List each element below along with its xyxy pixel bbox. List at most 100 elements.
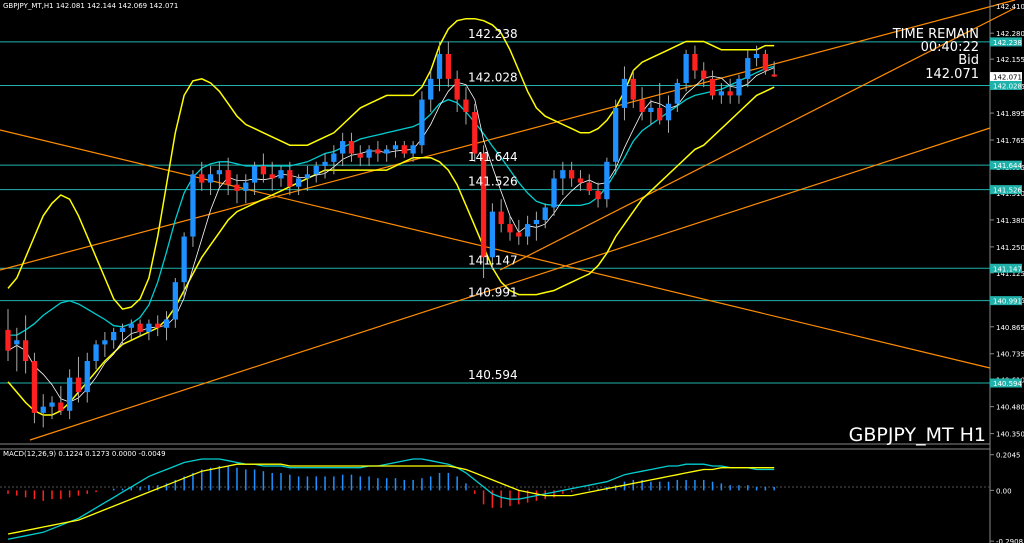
macd-axis: 0.2045 0.00 -0.2908	[990, 452, 1023, 543]
candle-body-75	[665, 103, 672, 121]
candle-body-25	[225, 170, 231, 185]
level-label-3: 141.526	[468, 175, 518, 189]
candle-body-33	[295, 178, 302, 187]
upper-channel-trendline	[0, 0, 1016, 271]
candle-body-80	[709, 78, 716, 96]
candle-body-45	[401, 145, 407, 154]
y-tick-label-15: 140.480	[996, 404, 1024, 412]
candle-body-6	[58, 402, 64, 411]
macd-signal-line	[7, 463, 775, 535]
candle-body-41	[366, 149, 372, 158]
candle-body-74	[657, 107, 663, 121]
candle-body-27	[243, 182, 249, 191]
candle-body-50	[445, 53, 451, 79]
candle-body-73	[648, 107, 654, 113]
level-label-4: 141.147	[468, 253, 518, 267]
candle-body-42	[375, 149, 381, 154]
candle-body-0	[5, 329, 11, 351]
ascending-trendline	[29, 127, 991, 441]
time-remain-value: 00:40:22	[921, 40, 979, 55]
candle-body-76	[674, 82, 680, 104]
candle-body-79	[701, 70, 707, 79]
level-label-6: 140.594	[468, 368, 518, 382]
bid-label: Bid	[958, 53, 979, 68]
candle-body-2	[22, 340, 29, 362]
candle-body-40	[357, 153, 363, 158]
price-marker-label-1: 142.071	[993, 74, 1022, 82]
candle-body-51	[454, 78, 460, 100]
candle-body-12	[111, 331, 117, 341]
y-tick-label-4: 141.895	[996, 110, 1024, 118]
candle-body-9	[84, 361, 90, 393]
macd-main-line	[7, 458, 775, 540]
horizontal-levels	[0, 41, 990, 384]
candle-body-63	[560, 170, 566, 179]
bollinger-lower	[7, 86, 775, 416]
candle-body-13	[119, 327, 126, 332]
candle-body-16	[146, 323, 152, 332]
candle-body-54	[480, 153, 487, 258]
candle-body-35	[313, 165, 319, 175]
candle-body-24	[216, 170, 223, 175]
level-label-5: 140.991	[468, 286, 518, 300]
candle-body-30	[269, 174, 275, 179]
candle-body-65	[577, 178, 584, 183]
candle-body-53	[472, 112, 478, 154]
y-tick-label-8: 141.380	[996, 217, 1024, 225]
macd-label: MACD(12,26,9) 0.1224 0.1273 0.0000 -0.00…	[3, 450, 166, 458]
price-marker-box-3	[990, 160, 1022, 170]
level-label-1: 142.028	[468, 70, 518, 84]
candle-body-20	[181, 236, 187, 283]
candle-body-28	[251, 165, 258, 183]
candle-body-10	[93, 344, 99, 362]
time-remain-label: TIME REMAIN	[892, 27, 979, 42]
price-marker-box-4	[990, 185, 1022, 195]
candles	[5, 41, 777, 428]
candle-body-23	[207, 174, 214, 183]
macd-indicator	[7, 458, 775, 540]
candle-body-46	[410, 145, 416, 154]
fast-moving-average	[7, 67, 775, 403]
candle-body-22	[199, 174, 205, 183]
y-tick-label-5: 141.765	[996, 137, 1024, 145]
price-marker-box-6	[990, 296, 1022, 306]
y-tick-label-2: 142.155	[996, 56, 1024, 64]
price-marker-label-4: 141.526	[993, 187, 1022, 195]
candle-body-3	[31, 361, 38, 413]
level-label-0: 142.238	[468, 27, 518, 41]
candle-body-68	[604, 161, 610, 200]
candle-body-29	[260, 165, 267, 175]
macd-tick-label-1: 0.00	[996, 487, 1012, 495]
candle-body-1	[14, 340, 20, 345]
candle-body-72	[639, 99, 645, 113]
candle-body-59	[524, 224, 531, 237]
candle-body-18	[163, 319, 170, 328]
y-tick-label-16: 140.350	[996, 431, 1024, 439]
candle-body-83	[736, 78, 742, 96]
candle-body-43	[384, 149, 390, 154]
price-marker-box-7	[990, 378, 1022, 388]
candle-body-26	[234, 184, 240, 191]
candle-body-11	[102, 340, 108, 345]
y-tick-label-13: 140.735	[996, 351, 1024, 359]
candle-body-37	[331, 153, 337, 162]
price-marker-label-6: 140.991	[993, 298, 1022, 306]
candle-body-44	[392, 145, 399, 150]
price-marker-label-5: 141.147	[993, 265, 1022, 273]
price-marker-label-7: 140.594	[993, 380, 1022, 388]
candle-body-52	[463, 99, 469, 113]
candle-body-47	[419, 99, 425, 146]
candle-body-70	[621, 78, 628, 108]
candle-body-64	[568, 170, 575, 179]
candle-body-85	[753, 53, 760, 59]
candle-body-38	[340, 141, 346, 154]
candle-body-48	[428, 78, 434, 100]
candle-body-56	[498, 211, 504, 225]
candle-body-7	[67, 377, 73, 411]
candle-body-36	[322, 161, 328, 166]
candle-body-19	[172, 282, 178, 320]
bollinger-bands	[7, 17, 775, 416]
candle-body-5	[49, 402, 55, 407]
candle-body-49	[436, 53, 443, 79]
candle-body-14	[128, 323, 134, 328]
